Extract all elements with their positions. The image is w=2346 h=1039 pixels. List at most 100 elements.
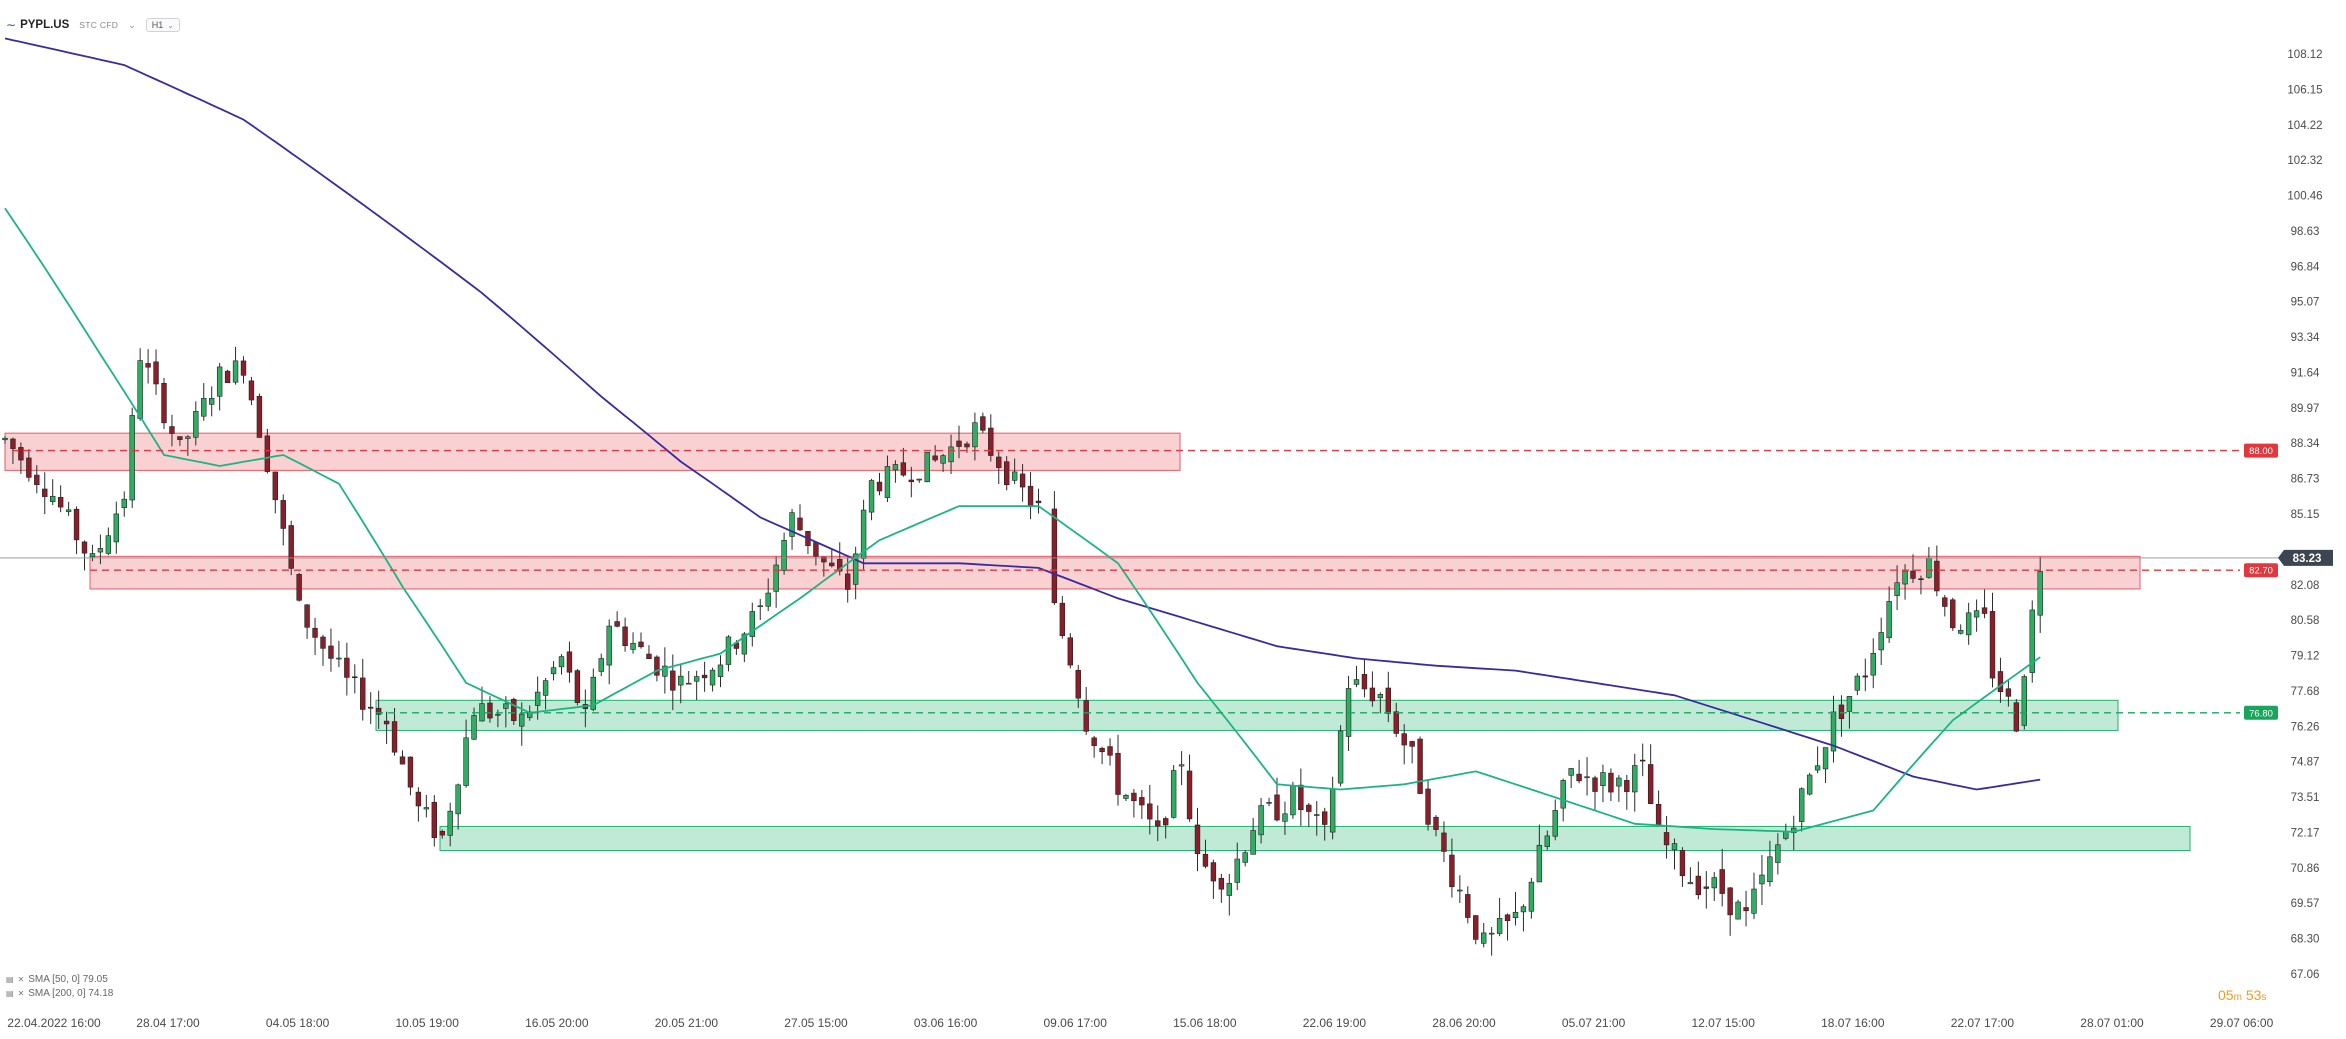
candle-body bbox=[622, 626, 628, 647]
candle-body bbox=[1552, 810, 1558, 837]
candle-body bbox=[654, 656, 660, 676]
candle-body bbox=[662, 665, 668, 677]
candle-body bbox=[1989, 611, 1996, 679]
symbol-label[interactable]: PYPL.US bbox=[20, 19, 70, 31]
candle-body bbox=[1067, 637, 1074, 666]
indicator-sma50-label: SMA [50, 0] 79.05 bbox=[28, 974, 108, 985]
x-tick-label: 28.06 20:00 bbox=[1432, 1016, 1496, 1030]
candle-body bbox=[1465, 894, 1471, 918]
candle-body bbox=[550, 667, 557, 675]
candle-body bbox=[463, 737, 469, 786]
candle-body bbox=[479, 703, 485, 722]
indicator-sma200[interactable]: ▤ ✕ SMA [200, 0] 74.18 bbox=[6, 988, 113, 999]
candle-body bbox=[1640, 759, 1646, 762]
level-label: 76.80 bbox=[2249, 708, 2273, 719]
candle-body bbox=[1027, 485, 1034, 506]
candle-body bbox=[1544, 835, 1551, 847]
candle-body bbox=[1727, 887, 1733, 916]
candle-body bbox=[1759, 874, 1765, 885]
candle-body bbox=[1473, 915, 1479, 940]
y-tick-label: 70.86 bbox=[2291, 863, 2320, 875]
level-label: 88.00 bbox=[2249, 446, 2273, 457]
chart-type-icon[interactable]: ∼ bbox=[6, 18, 17, 32]
candle-body bbox=[813, 542, 819, 557]
candle-body bbox=[240, 360, 247, 376]
candle-body bbox=[1719, 869, 1725, 894]
candle-body bbox=[193, 411, 199, 438]
candle-body bbox=[65, 509, 72, 512]
candle-body bbox=[264, 435, 271, 472]
x-tick-label: 27.05 15:00 bbox=[784, 1016, 848, 1030]
indicator-close-icon[interactable]: ✕ bbox=[17, 989, 25, 998]
candle-body bbox=[980, 416, 986, 431]
candle-body bbox=[1035, 500, 1042, 504]
y-tick-label: 82.08 bbox=[2291, 580, 2320, 592]
candle-body bbox=[1528, 881, 1535, 912]
timer-seconds-unit: s bbox=[2261, 992, 2267, 1003]
candle-body bbox=[701, 674, 708, 679]
candle-body bbox=[2029, 609, 2035, 673]
candle-body bbox=[972, 422, 978, 448]
y-tick-label: 76.26 bbox=[2291, 721, 2320, 733]
candle-body bbox=[423, 807, 430, 810]
candle-body bbox=[900, 462, 907, 476]
candle-body bbox=[399, 756, 406, 765]
candle-body bbox=[1298, 784, 1304, 811]
x-tick-label: 22.06 19:00 bbox=[1303, 1016, 1367, 1030]
candle-body bbox=[725, 636, 732, 665]
candle-body bbox=[49, 495, 56, 503]
candle-body bbox=[312, 627, 318, 638]
candle-body bbox=[1449, 854, 1455, 888]
indicator-settings-icon[interactable]: ▤ bbox=[6, 989, 14, 998]
candle-body bbox=[1902, 570, 1908, 585]
candle-body bbox=[1830, 711, 1837, 752]
candle-body bbox=[1958, 630, 1964, 634]
candle-body bbox=[1679, 850, 1686, 877]
indicator-sma50[interactable]: ▤ ✕ SMA [50, 0] 79.05 bbox=[6, 974, 108, 985]
candle-body bbox=[558, 656, 565, 668]
candle-body bbox=[1393, 711, 1399, 734]
candle-body bbox=[773, 564, 779, 592]
candle-body bbox=[606, 625, 612, 666]
candle-body bbox=[908, 479, 915, 483]
candle-body bbox=[1616, 777, 1622, 787]
indicator-settings-icon[interactable]: ▤ bbox=[6, 975, 14, 984]
y-tick-label: 86.73 bbox=[2291, 474, 2320, 486]
candle-body bbox=[638, 641, 644, 648]
candle-body bbox=[1417, 738, 1423, 794]
y-tick-label: 98.63 bbox=[2291, 226, 2320, 238]
candle-body bbox=[1814, 765, 1821, 771]
y-tick-label: 96.84 bbox=[2291, 261, 2320, 273]
candle-body bbox=[1703, 886, 1710, 889]
x-tick-label: 18.07 16:00 bbox=[1821, 1016, 1885, 1030]
candle-body bbox=[1282, 813, 1288, 822]
timeframe-selector[interactable]: H1 ⌄ bbox=[145, 18, 180, 32]
candle-body bbox=[18, 447, 24, 461]
candle-body bbox=[1799, 788, 1805, 822]
candle-body bbox=[1401, 733, 1407, 746]
zone-3 bbox=[375, 699, 2119, 731]
candle-body bbox=[1743, 907, 1749, 912]
candle-body bbox=[272, 471, 278, 501]
candle-body bbox=[511, 698, 517, 721]
candle-body bbox=[614, 621, 620, 627]
candle-body bbox=[201, 397, 207, 417]
level-badge-76.80 bbox=[2244, 705, 2278, 720]
candle-body bbox=[829, 562, 835, 567]
candle-body bbox=[1099, 747, 1105, 753]
candle-body bbox=[1775, 844, 1781, 863]
candle-body bbox=[1488, 932, 1495, 935]
candle-body bbox=[1965, 612, 1972, 636]
candle-body bbox=[1194, 824, 1201, 855]
candle-body bbox=[1862, 675, 1869, 678]
candle-body bbox=[940, 455, 946, 464]
candle-body bbox=[185, 436, 191, 439]
indicator-close-icon[interactable]: ✕ bbox=[17, 975, 25, 984]
chevron-down-icon[interactable]: ⌄ bbox=[128, 19, 136, 30]
candle-body bbox=[1266, 802, 1272, 804]
candle-countdown-timer: 05m 53s bbox=[2218, 987, 2266, 1003]
y-tick-label: 77.68 bbox=[2291, 686, 2320, 698]
candle-body bbox=[1663, 832, 1670, 846]
candle-body bbox=[1250, 830, 1256, 855]
